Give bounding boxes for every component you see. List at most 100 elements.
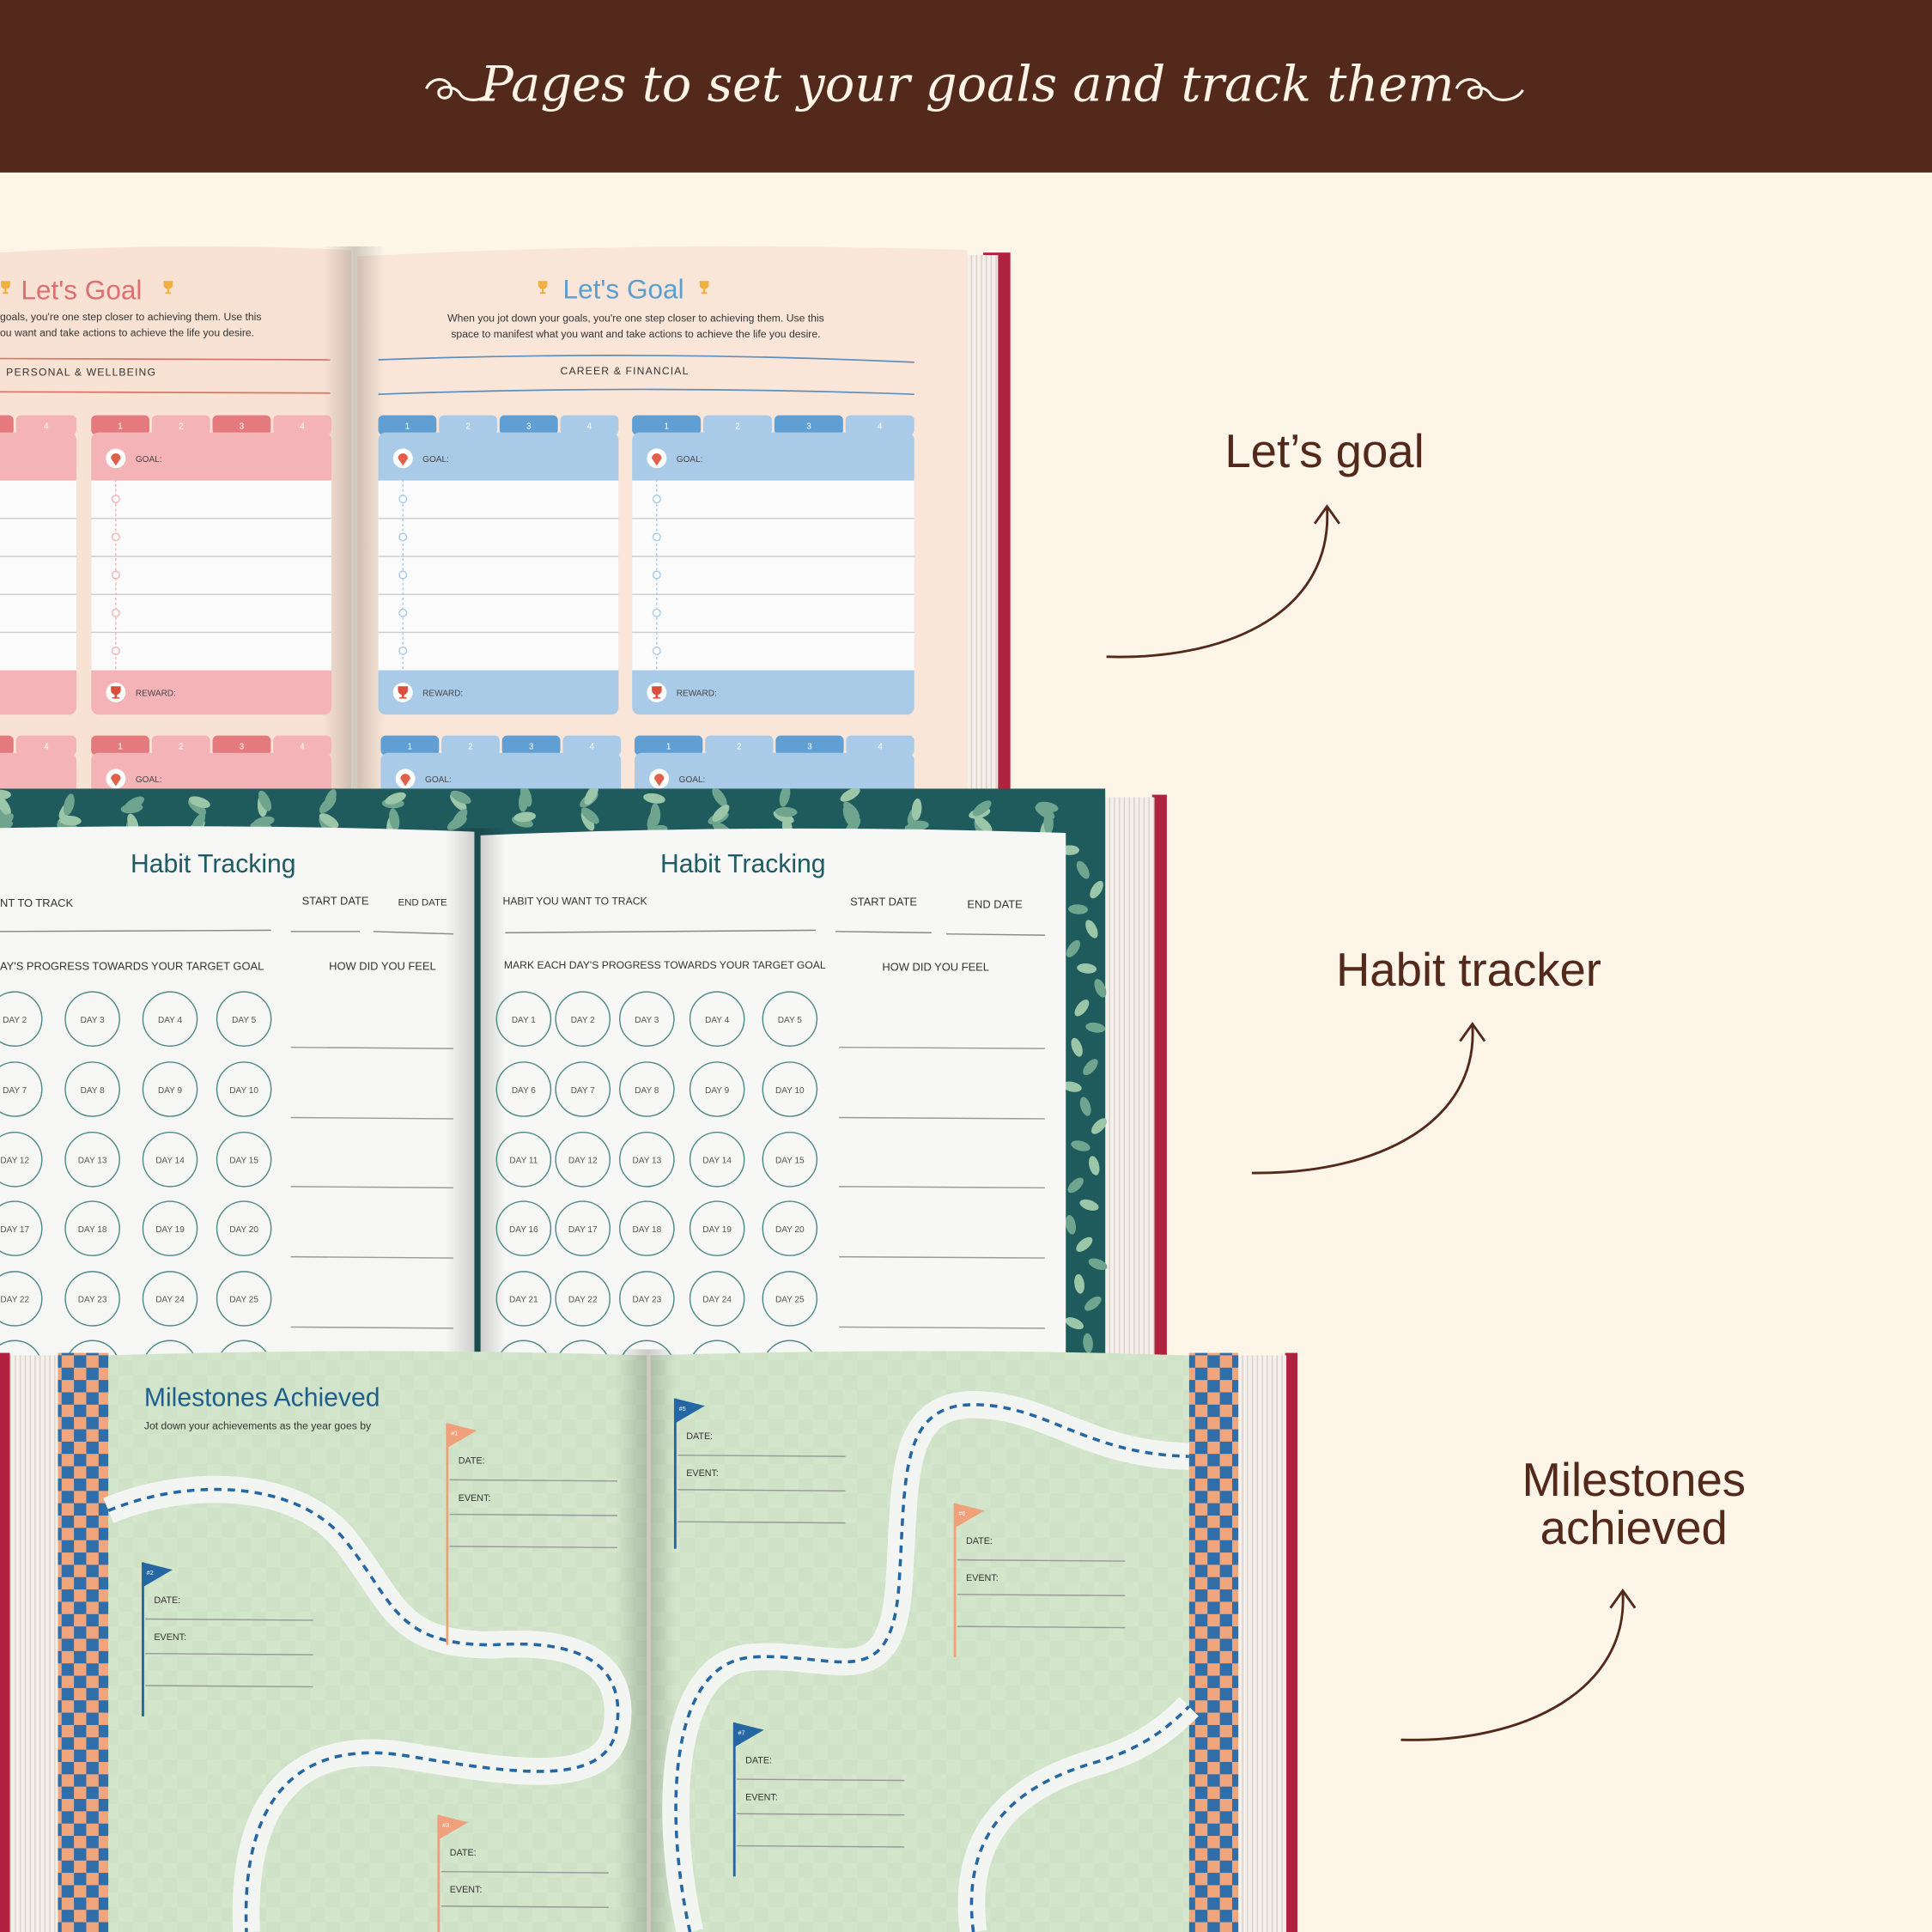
page-edges bbox=[1236, 1355, 1287, 1932]
goal-lines-area bbox=[0, 480, 76, 671]
end-date-label: END DATE bbox=[967, 898, 1023, 911]
leaf-icon bbox=[452, 808, 468, 828]
event-label: EVENT: bbox=[745, 1792, 778, 1802]
leaf-icon bbox=[1085, 1022, 1106, 1033]
step-dot bbox=[111, 608, 120, 617]
day-label: DAY 18 bbox=[633, 1225, 662, 1235]
date-line bbox=[677, 1454, 846, 1457]
flag-number: #2 bbox=[147, 1570, 154, 1577]
day-label: DAY 5 bbox=[232, 1016, 256, 1025]
leaf-icon bbox=[584, 788, 598, 805]
leaf-icon bbox=[1065, 1317, 1084, 1330]
day-label: DAY 23 bbox=[78, 1296, 107, 1305]
feel-label: HOW DID YOU FEEL bbox=[882, 961, 989, 974]
leaf-icon bbox=[1094, 979, 1107, 998]
day-circle bbox=[495, 1061, 552, 1117]
milestones-label-line2: achieved bbox=[1540, 1502, 1728, 1554]
habit-label: HABIT YOU WANT TO TRACK bbox=[502, 895, 647, 907]
day-label: DAY 8 bbox=[635, 1086, 659, 1096]
date-line bbox=[440, 1870, 609, 1874]
trophy-icon bbox=[652, 686, 662, 699]
leaf-icon bbox=[513, 811, 537, 823]
goal-tab bbox=[91, 415, 149, 435]
flag-icon bbox=[675, 1398, 705, 1424]
habit-tracking-book: Habit Tracking NT TO TRACK START DATE EN… bbox=[0, 788, 1167, 1356]
leaf-icon bbox=[1068, 904, 1089, 914]
leaf-icon bbox=[775, 806, 798, 817]
road-dashes bbox=[969, 1705, 1190, 1932]
curved-arrow-up-icon bbox=[1400, 1589, 1637, 1741]
goal-tab-label: 1 bbox=[408, 742, 413, 751]
leaf-icon bbox=[1079, 1097, 1091, 1116]
day-label: DAY 2 bbox=[3, 1016, 27, 1025]
goal-tab bbox=[212, 415, 271, 435]
book-cover-edge bbox=[1285, 1352, 1298, 1932]
leaf-icon bbox=[1071, 1140, 1091, 1151]
leaf-icon bbox=[712, 788, 727, 807]
event-line bbox=[440, 1905, 609, 1909]
right-page-description: space to manifest what you want and take… bbox=[451, 328, 820, 340]
goal-tab bbox=[632, 415, 702, 435]
flag-icon bbox=[438, 1814, 469, 1840]
goal-tab bbox=[380, 735, 440, 756]
event-label: EVENT: bbox=[686, 1468, 719, 1479]
leaf-icon bbox=[907, 820, 929, 831]
milestone-flag: #3 DATE: EVENT: bbox=[437, 1814, 609, 1932]
location-pin-icon bbox=[398, 453, 408, 466]
day-label: DAY 9 bbox=[705, 1086, 729, 1096]
step-dot bbox=[111, 532, 120, 542]
goal-label: GOAL: bbox=[679, 775, 706, 785]
goal-tab bbox=[273, 735, 332, 756]
leaf-icon bbox=[1067, 1177, 1084, 1194]
leaf-icon bbox=[712, 805, 730, 823]
goal-tab bbox=[774, 415, 843, 435]
day-label: DAY 6 bbox=[512, 1086, 536, 1096]
goal-tab bbox=[705, 735, 774, 756]
feel-line bbox=[839, 1116, 1045, 1120]
day-circle bbox=[64, 1132, 120, 1188]
goal-tab-label: 3 bbox=[806, 422, 811, 431]
flag-number: #1 bbox=[451, 1431, 458, 1437]
leaf-icon bbox=[1084, 1296, 1102, 1311]
day-label: DAY 15 bbox=[229, 1157, 258, 1166]
road-dashes bbox=[107, 1487, 620, 1932]
event-label: EVENT: bbox=[450, 1885, 483, 1895]
day-circle bbox=[619, 991, 675, 1047]
goal-tab bbox=[499, 415, 558, 435]
page-edges bbox=[1103, 797, 1155, 1356]
day-circle bbox=[216, 1271, 272, 1327]
leaf-icon bbox=[779, 788, 791, 807]
day-circle bbox=[64, 1061, 120, 1117]
goal-tab bbox=[562, 735, 622, 756]
road-dashes bbox=[674, 1403, 1189, 1932]
goal-tab-label: 2 bbox=[179, 742, 184, 751]
day-circle bbox=[142, 1061, 198, 1117]
day-circle bbox=[555, 1271, 611, 1327]
day-circle bbox=[498, 1340, 549, 1356]
leaf-icon bbox=[972, 800, 992, 817]
left-page-title: Let's Goal bbox=[21, 275, 142, 306]
goal-tab bbox=[273, 415, 332, 435]
day-label: DAY 12 bbox=[0, 1157, 29, 1166]
step-dot bbox=[111, 646, 120, 655]
book-cover-edge bbox=[0, 1352, 10, 1932]
leaf-icon bbox=[1079, 1199, 1099, 1211]
day-circle bbox=[216, 991, 272, 1047]
day-circle bbox=[555, 991, 611, 1047]
goal-tab bbox=[15, 735, 76, 756]
day-circle bbox=[495, 1132, 552, 1188]
day-label: DAY 13 bbox=[78, 1157, 107, 1166]
leaf-icon bbox=[1062, 1081, 1082, 1092]
location-pin-icon bbox=[111, 774, 121, 787]
day-label: DAY 16 bbox=[509, 1225, 538, 1235]
day-label: DAY 5 bbox=[778, 1016, 802, 1025]
goal-tab bbox=[845, 415, 914, 435]
event-line bbox=[145, 1652, 313, 1656]
milestones-subtitle: Jot down your achievements as the year g… bbox=[144, 1420, 372, 1432]
day-label: DAY 20 bbox=[775, 1225, 805, 1235]
progress-label: MARK EACH DAY'S PROGRESS TOWARDS YOUR TA… bbox=[504, 959, 826, 971]
day-circle bbox=[619, 1061, 675, 1117]
goal-tab bbox=[15, 415, 76, 435]
